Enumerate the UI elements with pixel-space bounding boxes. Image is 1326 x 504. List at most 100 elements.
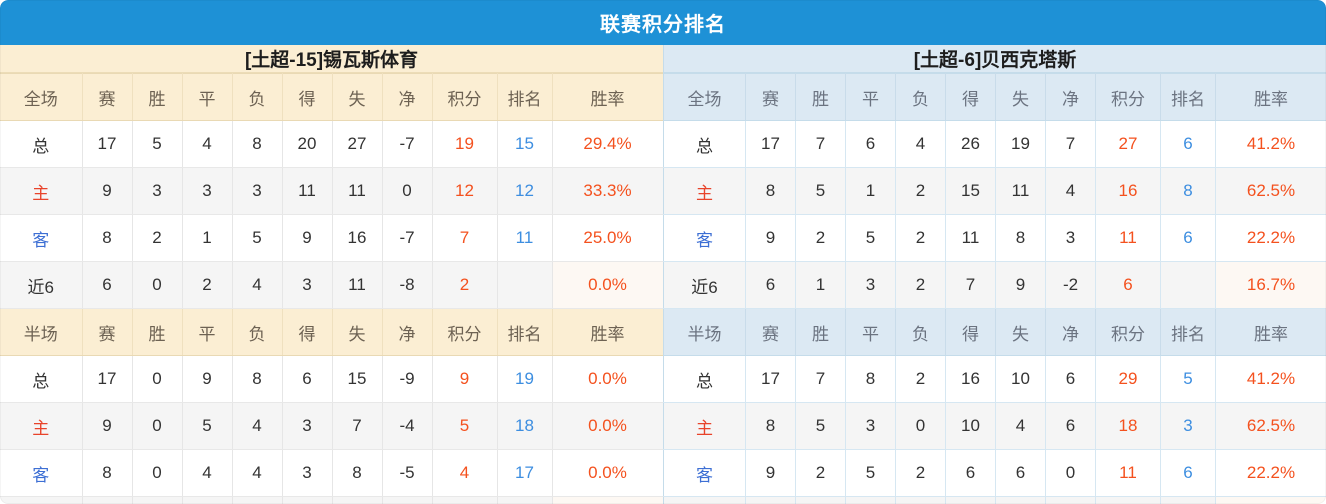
cell-played: 6 bbox=[745, 261, 796, 309]
row-label-away: 客 bbox=[0, 449, 83, 497]
cell-win-rate: 25.0% bbox=[552, 214, 664, 262]
col-won: 胜 bbox=[132, 73, 183, 121]
col-win-rate: 胜率 bbox=[1215, 73, 1326, 121]
cell-drawn: 3 bbox=[845, 402, 896, 450]
cell-drawn: 2 bbox=[182, 261, 233, 309]
cell-goal-diff: -5 bbox=[382, 449, 433, 497]
col-win-rate: 胜率 bbox=[552, 73, 664, 121]
col-goals-for: 得 bbox=[945, 308, 996, 356]
cell-goals-for: 3 bbox=[282, 261, 333, 309]
col-rank: 排名 bbox=[497, 73, 553, 121]
cell-goal-diff: -2 bbox=[1045, 496, 1096, 504]
cell-drawn: 9 bbox=[182, 355, 233, 403]
cell-lost: 4 bbox=[232, 261, 283, 309]
team-panel-right: [土超-6]贝西克塔斯 全场 赛 胜 平 负 得 失 净 bbox=[663, 45, 1326, 504]
table-row: 客 8 2 1 5 9 16 -7 7 11 25.0% bbox=[0, 214, 664, 262]
col-lost: 负 bbox=[232, 308, 283, 356]
cell-drawn: 1 bbox=[182, 214, 233, 262]
table-row: 主 9 3 3 3 11 11 0 12 12 33.3% bbox=[0, 167, 664, 215]
team-name-right: [土超-6]贝西克塔斯 bbox=[663, 45, 1326, 73]
cell-goals-for: 3 bbox=[282, 449, 333, 497]
team-panels: [土超-15]锡瓦斯体育 全场 赛 胜 平 负 得 失 净 bbox=[0, 45, 1326, 504]
cell-drawn: 5 bbox=[845, 449, 896, 497]
cell-won: 7 bbox=[795, 120, 846, 168]
cell-won: 5 bbox=[132, 120, 183, 168]
cell-win-rate: 22.2% bbox=[1215, 214, 1326, 262]
col-points: 积分 bbox=[432, 73, 498, 121]
cell-played: 8 bbox=[745, 167, 796, 215]
row-label-home: 主 bbox=[663, 402, 746, 450]
col-played: 赛 bbox=[745, 73, 796, 121]
header-row-halftime-left: 半场 赛 胜 平 负 得 失 净 积分 排名 胜率 bbox=[0, 308, 664, 356]
cell-win-rate: 29.4% bbox=[552, 120, 664, 168]
header-row-fulltime-left: 全场 赛 胜 平 负 得 失 净 积分 排名 胜率 bbox=[0, 73, 664, 121]
cell-won: 2 bbox=[795, 214, 846, 262]
cell-goals-against: 19 bbox=[995, 120, 1046, 168]
row-label-away: 客 bbox=[663, 214, 746, 262]
col-won: 胜 bbox=[795, 308, 846, 356]
cell-rank: 5 bbox=[1160, 355, 1216, 403]
cell-goals-for: 7 bbox=[945, 261, 996, 309]
col-drawn: 平 bbox=[182, 308, 233, 356]
stats-table-right: 全场 赛 胜 平 负 得 失 净 积分 排名 胜率 总 17 bbox=[663, 73, 1326, 504]
cell-goals-for: 9 bbox=[282, 214, 333, 262]
cell-goal-diff: -9 bbox=[382, 355, 433, 403]
col-goals-for: 得 bbox=[945, 73, 996, 121]
cell-rank: 15 bbox=[497, 120, 553, 168]
team-name-left: [土超-15]锡瓦斯体育 bbox=[0, 45, 663, 73]
cell-points: 27 bbox=[1095, 120, 1161, 168]
cell-goals-for: 10 bbox=[945, 402, 996, 450]
cell-win-rate: 62.5% bbox=[1215, 402, 1326, 450]
page-title: 联赛积分排名 bbox=[600, 14, 726, 36]
cell-points: 18 bbox=[1095, 402, 1161, 450]
col-goals-against: 失 bbox=[995, 73, 1046, 121]
cell-rank: 18 bbox=[497, 402, 553, 450]
cell-goal-diff: 0 bbox=[382, 167, 433, 215]
col-won: 胜 bbox=[795, 73, 846, 121]
cell-lost: 5 bbox=[232, 214, 283, 262]
cell-points: 29 bbox=[1095, 355, 1161, 403]
col-goal-diff: 净 bbox=[1045, 73, 1096, 121]
col-played: 赛 bbox=[745, 308, 796, 356]
col-won: 胜 bbox=[132, 308, 183, 356]
table-row: 近6 6 0 2 4 3 11 -8 2 0.0% bbox=[0, 261, 664, 309]
cell-won: 0 bbox=[132, 261, 183, 309]
col-played: 赛 bbox=[82, 73, 133, 121]
cell-lost: 0 bbox=[895, 402, 946, 450]
cell-goal-diff: -2 bbox=[382, 496, 433, 504]
widget-title-bar: 联赛积分排名 bbox=[0, 0, 1326, 45]
cell-drawn: 5 bbox=[845, 214, 896, 262]
cell-goal-diff: -7 bbox=[382, 120, 433, 168]
col-drawn: 平 bbox=[845, 308, 896, 356]
cell-drawn: 1 bbox=[845, 167, 896, 215]
cell-win-rate: 33.3% bbox=[552, 167, 664, 215]
cell-drawn: 5 bbox=[182, 402, 233, 450]
cell-rank bbox=[1160, 261, 1216, 309]
cell-rank bbox=[1160, 496, 1216, 504]
cell-played: 6 bbox=[82, 496, 133, 504]
row-label-total: 总 bbox=[0, 120, 83, 168]
cell-rank: 19 bbox=[497, 355, 553, 403]
cell-lost: 1 bbox=[895, 496, 946, 504]
cell-rank: 6 bbox=[1160, 214, 1216, 262]
cell-points: 12 bbox=[432, 167, 498, 215]
table-row: 近6 6 0 5 1 5 7 -2 5 0.0% bbox=[663, 496, 1326, 504]
cell-goal-diff: -4 bbox=[382, 402, 433, 450]
cell-goal-diff: 6 bbox=[1045, 355, 1096, 403]
cell-drawn: 5 bbox=[845, 496, 896, 504]
cell-win-rate: 22.2% bbox=[1215, 449, 1326, 497]
cell-drawn: 4 bbox=[182, 496, 233, 504]
cell-rank: 11 bbox=[497, 214, 553, 262]
cell-won: 1 bbox=[795, 261, 846, 309]
row-label-last6: 近6 bbox=[663, 496, 746, 504]
team-panel-left: [土超-15]锡瓦斯体育 全场 赛 胜 平 负 得 失 净 bbox=[0, 45, 664, 504]
cell-played: 17 bbox=[745, 120, 796, 168]
table-row: 总 17 0 9 8 6 15 -9 9 19 0.0% bbox=[0, 355, 664, 403]
col-section-label: 全场 bbox=[663, 73, 746, 121]
row-label-home: 主 bbox=[663, 167, 746, 215]
cell-lost: 2 bbox=[895, 214, 946, 262]
cell-points: 6 bbox=[1095, 261, 1161, 309]
col-played: 赛 bbox=[82, 308, 133, 356]
cell-win-rate: 0.0% bbox=[552, 402, 664, 450]
